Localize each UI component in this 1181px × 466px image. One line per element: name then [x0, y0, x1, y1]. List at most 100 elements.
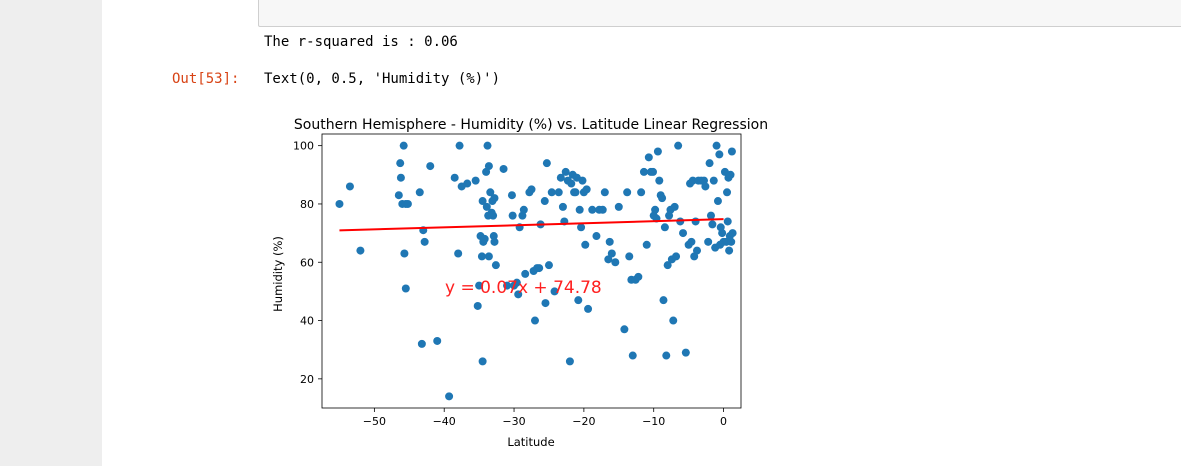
data-point [540, 197, 549, 206]
data-point [628, 351, 637, 360]
data-point [356, 246, 365, 255]
data-point [565, 357, 574, 366]
data-point [659, 296, 668, 305]
data-point [489, 211, 498, 220]
data-point [670, 202, 679, 211]
data-point [519, 205, 528, 214]
y-axis-label: Humidity (%) [271, 236, 285, 312]
data-point [486, 188, 495, 197]
x-tick-label: −50 [363, 415, 386, 428]
data-point [706, 211, 715, 220]
data-point [660, 223, 669, 232]
data-point [642, 240, 651, 249]
data-point [394, 191, 403, 200]
data-point [712, 141, 721, 150]
data-point [604, 255, 613, 264]
data-point [655, 176, 664, 185]
data-point [637, 188, 646, 197]
data-point [484, 162, 493, 171]
data-point [715, 150, 724, 159]
data-point [718, 229, 727, 238]
data-point [623, 188, 632, 197]
data-point [728, 229, 737, 238]
data-points [335, 141, 737, 401]
data-point [450, 173, 459, 182]
data-point [704, 237, 713, 246]
data-point [489, 232, 498, 241]
data-point [401, 284, 410, 293]
x-tick-label: −30 [502, 415, 525, 428]
data-point [554, 188, 563, 197]
data-point [556, 173, 565, 182]
data-point [403, 199, 412, 208]
x-axis-label: Latitude [507, 435, 554, 449]
data-point [512, 278, 521, 287]
data-point [649, 167, 658, 176]
data-point [625, 252, 634, 261]
data-point [503, 281, 512, 290]
chart-title: Southern Hemisphere - Humidity (%) vs. L… [294, 117, 768, 133]
data-point [672, 252, 681, 261]
data-point [693, 246, 702, 255]
data-point [701, 182, 710, 191]
data-point [581, 240, 590, 249]
data-point [582, 185, 591, 194]
data-point [477, 252, 486, 261]
x-tick-label: −20 [572, 415, 595, 428]
data-point [674, 141, 683, 150]
data-point [463, 179, 472, 188]
data-point [396, 173, 405, 182]
data-point [445, 392, 454, 401]
data-point [727, 237, 736, 246]
data-point [544, 261, 553, 270]
data-point [433, 336, 442, 345]
data-point [588, 205, 597, 214]
data-point [634, 272, 643, 281]
data-point [480, 234, 489, 243]
data-point [669, 316, 678, 325]
output-prompt: Out[53]: [172, 71, 240, 87]
data-point [708, 220, 717, 229]
data-point [454, 249, 463, 258]
plot-frame [321, 133, 742, 409]
code-input-cell[interactable] [258, 0, 1181, 27]
data-point [691, 217, 700, 226]
data-point [491, 261, 500, 270]
data-point [607, 249, 616, 258]
data-point [499, 164, 508, 173]
data-point [575, 205, 584, 214]
x-tick-label: −40 [433, 415, 456, 428]
data-point [482, 202, 491, 211]
data-point [592, 232, 601, 241]
x-tick-label: −10 [642, 415, 665, 428]
data-point [478, 357, 487, 366]
data-point [716, 240, 725, 249]
data-point [527, 185, 536, 194]
axes: −50 −40 −30 −20 −10 0 20 40 60 80 100 [293, 133, 742, 428]
data-point [547, 188, 556, 197]
data-point [611, 258, 620, 267]
data-point [639, 167, 648, 176]
data-point [653, 147, 662, 156]
x-tick-label: 0 [720, 415, 727, 428]
data-point [345, 182, 354, 191]
data-point [471, 176, 480, 185]
y-tick-label: 80 [300, 198, 314, 211]
data-point [514, 290, 523, 299]
data-point [578, 176, 587, 185]
data-point [541, 299, 550, 308]
output-text: Text(0, 0.5, 'Humidity (%)') [264, 71, 501, 87]
data-point [420, 237, 429, 246]
data-point [600, 188, 609, 197]
data-point [663, 261, 672, 270]
data-point [681, 348, 690, 357]
data-point [726, 170, 735, 179]
y-tick-label: 60 [300, 256, 314, 269]
regression-equation: y = 0.07x + 74.78 [445, 278, 602, 298]
data-point [705, 159, 714, 168]
data-point [725, 246, 734, 255]
data-point [679, 229, 688, 238]
data-point [567, 179, 576, 188]
data-point [490, 194, 499, 203]
